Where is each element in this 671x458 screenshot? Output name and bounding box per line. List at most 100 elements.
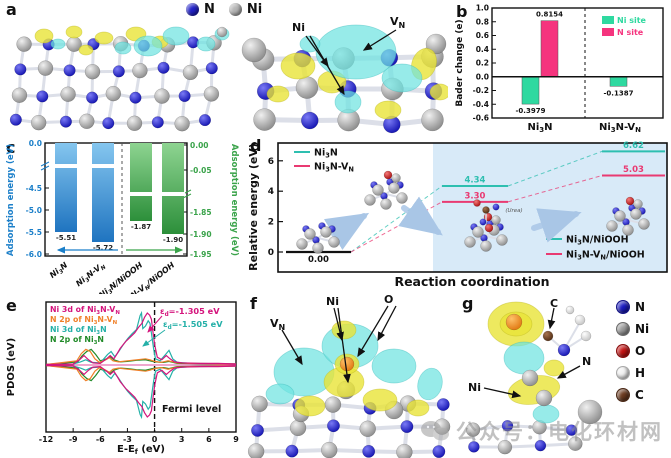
svg-text:Ni3N: Ni3N: [314, 148, 338, 160]
bar: [130, 143, 152, 221]
label-c-g: C: [550, 297, 559, 310]
panel-label-g: g: [462, 294, 474, 313]
structure-g: C N Ni: [458, 294, 610, 458]
pdos-curve: [45, 312, 237, 366]
panel-label-c: c: [6, 138, 16, 157]
svg-text:-5.72: -5.72: [93, 244, 113, 252]
svg-text:0.2: 0.2: [476, 59, 489, 68]
svg-text:-5.5: -5.5: [26, 228, 42, 237]
svg-text:0.6: 0.6: [476, 31, 489, 40]
slab-structure-image: [9, 25, 230, 132]
svg-text:-1.85: -1.85: [190, 208, 212, 217]
svg-text:Ni 3d of Ni3N-VN: Ni 3d of Ni3N-VN: [50, 305, 120, 316]
bar: [521, 76, 540, 105]
svg-text:-4.5: -4.5: [26, 184, 42, 193]
panel-label-b: b: [456, 2, 468, 21]
svg-text:N site: N site: [617, 28, 644, 37]
svg-text:Ni3N-VN/NiOOH: Ni3N-VN/NiOOH: [566, 250, 645, 262]
panel-label-e: e: [6, 296, 17, 315]
label-n-g: N: [582, 355, 592, 368]
svg-text:-9: -9: [69, 435, 78, 444]
svg-text:0: 0: [268, 248, 274, 258]
svg-text:-1.87: -1.87: [131, 223, 151, 231]
ni-atom-icon: [228, 3, 242, 16]
legend-label-n: N: [204, 2, 215, 17]
legend-label: O: [635, 344, 646, 358]
legend-item-n: N: [186, 2, 215, 17]
bar: [92, 143, 114, 242]
svg-text:Adsorption energy (eV): Adsorption energy (eV): [6, 144, 16, 256]
svg-text:-0.2: -0.2: [473, 86, 489, 95]
pdos-curve: [45, 348, 237, 366]
n-atom-icon: [186, 3, 199, 16]
svg-text:E-Ef (eV): E-Ef (eV): [117, 444, 165, 456]
n-atom-icon: [616, 300, 630, 314]
svg-text:Reaction coordination: Reaction coordination: [394, 274, 549, 289]
panel-label-d: d: [250, 136, 262, 155]
ni-atom-icon: [616, 322, 630, 336]
pdos-chart-svg: -12 -9 -6 -3 0 3 6 9 E-Ef (eV) PDOS (eV) Ni 3d of …: [6, 301, 239, 456]
svg-text:-6: -6: [96, 435, 105, 444]
svg-text:0.0: 0.0: [29, 139, 42, 148]
svg-text:6: 6: [268, 157, 274, 167]
energy-profile-svg: 0 2 4 6 Relative energy (eV) Reaction coordin…: [247, 141, 668, 289]
svg-text:Ni3N-VN: Ni3N-VN: [599, 122, 641, 134]
structure-g-image: [465, 301, 603, 455]
svg-text:-6.0: -6.0: [26, 250, 42, 259]
structure-a-closeup: Ni VN: [240, 16, 448, 136]
svg-text:εd=-1.505 eV: εd=-1.505 eV: [163, 319, 223, 331]
pdos-chart: -12 -9 -6 -3 0 3 6 9 E-Ef (eV) PDOS (eV) Ni 3d of …: [0, 294, 246, 458]
svg-text:-3: -3: [123, 435, 132, 444]
legend-item-h: H: [616, 366, 649, 380]
svg-text:-0.4: -0.4: [473, 100, 489, 109]
adsorption-chart-svg: 0.0 -4.5 -5.0 -5.5 -6.0 0.00 -0.05 -1.85 -1.90 -1…: [6, 139, 239, 294]
pdos-curve: [45, 364, 237, 418]
svg-text:3: 3: [179, 435, 185, 444]
c-bars: [54, 143, 185, 242]
svg-text:PDOS (eV): PDOS (eV): [6, 338, 17, 396]
svg-text:εd=-1.305 eV: εd=-1.305 eV: [160, 306, 220, 318]
label-n-vacancy: VN: [390, 15, 406, 31]
label-ni-g: Ni: [468, 381, 481, 394]
legend-label: Ni: [635, 322, 650, 336]
svg-text:Ni3N/NiOOH: Ni3N/NiOOH: [566, 235, 629, 247]
svg-text:-12: -12: [39, 435, 53, 444]
svg-text:Fermi level: Fermi level: [162, 404, 221, 415]
svg-text:N 2p of Ni3N: N 2p of Ni3N: [50, 335, 104, 346]
legend-item-n: N: [616, 300, 649, 314]
legend-item-o: O: [616, 344, 649, 358]
svg-text:6: 6: [206, 435, 212, 444]
structure-f: VN Ni O: [246, 294, 458, 458]
legend-label: H: [635, 366, 646, 380]
bar: [55, 143, 77, 232]
energy-profile-chart: 0 2 4 6 Relative energy (eV) Reaction coordin…: [246, 136, 671, 294]
b-bars: [521, 20, 628, 105]
svg-text:Ni3N: Ni3N: [527, 122, 552, 134]
svg-text:-0.3979: -0.3979: [516, 107, 546, 115]
panel-label-a: a: [6, 0, 17, 19]
panel-label-f: f: [250, 294, 257, 313]
svg-text:4.34: 4.34: [465, 176, 486, 186]
svg-text:Ni site: Ni site: [617, 16, 647, 25]
svg-text:Ni3N-VN: Ni3N-VN: [314, 162, 354, 174]
legend-label: N: [635, 300, 646, 314]
svg-text:(Urea): (Urea): [505, 208, 522, 214]
svg-text:Adsorption energy (eV): Adsorption energy (eV): [229, 144, 239, 256]
pdos-curve: [45, 364, 237, 382]
label-vn-f: VN: [270, 317, 286, 333]
svg-text:3.30: 3.30: [465, 191, 486, 201]
svg-text:5.03: 5.03: [623, 165, 644, 175]
svg-text:0.0: 0.0: [476, 72, 489, 81]
bar: [609, 76, 628, 87]
svg-text:0.8154: 0.8154: [536, 11, 563, 19]
svg-text:Relative energy (eV): Relative energy (eV): [247, 143, 260, 271]
legend-label-ni: Ni: [246, 2, 263, 17]
svg-text:-1.95: -1.95: [190, 250, 212, 259]
legend-item-ni: Ni: [228, 2, 263, 17]
svg-text:6.62: 6.62: [623, 141, 644, 151]
svg-text:-1.90: -1.90: [163, 236, 183, 244]
pdos-curve: [45, 364, 237, 382]
structure-a-slab: [8, 20, 234, 136]
svg-text:-5.0: -5.0: [26, 206, 42, 215]
